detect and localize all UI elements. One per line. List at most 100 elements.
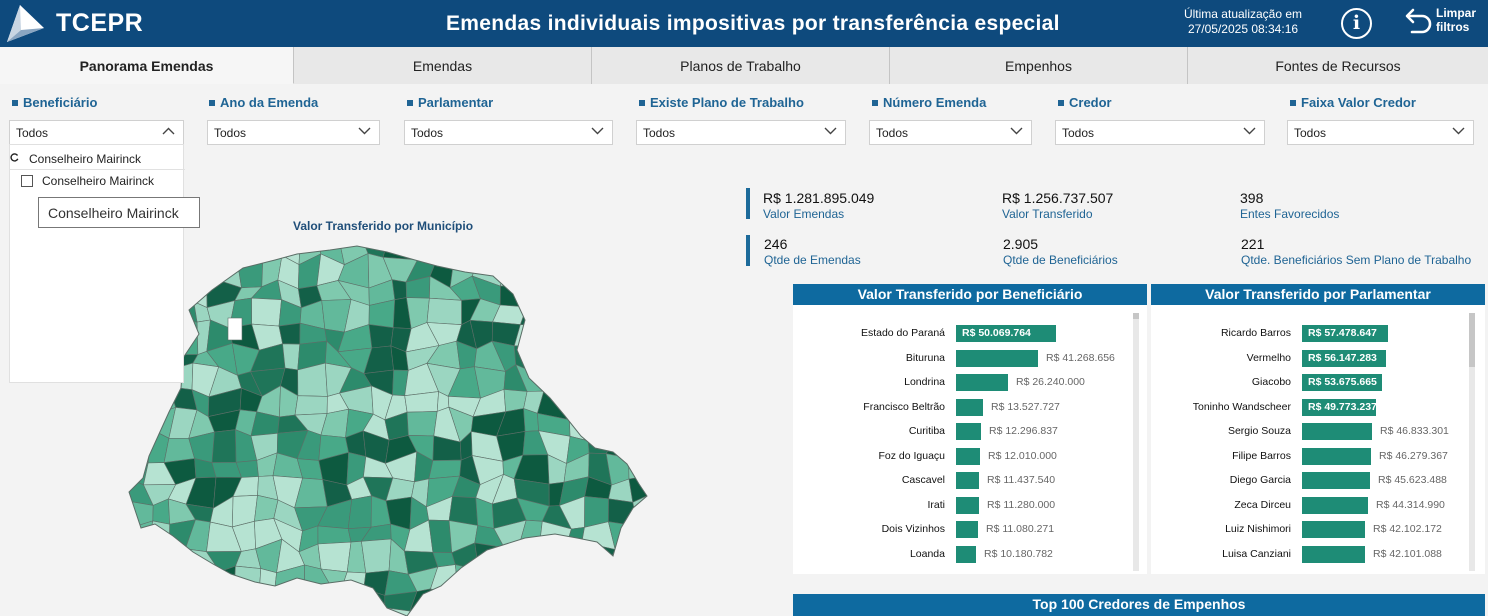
- credor-select[interactable]: Todos: [1055, 120, 1265, 145]
- municipality-shape[interactable]: [624, 540, 649, 574]
- parana-municipality-map[interactable]: [125, 238, 655, 616]
- municipality-shape[interactable]: [457, 583, 476, 614]
- municipality-shape[interactable]: [625, 606, 652, 616]
- municipality-shape[interactable]: [167, 548, 190, 573]
- municipality-shape[interactable]: [630, 253, 655, 288]
- municipality-shape[interactable]: [587, 261, 609, 288]
- scrollbar-beneficiario[interactable]: [1133, 313, 1139, 571]
- municipality-shape[interactable]: [317, 583, 353, 614]
- municipality-shape[interactable]: [125, 608, 150, 616]
- municipality-shape[interactable]: [628, 344, 654, 366]
- municipality-shape[interactable]: [603, 346, 632, 374]
- municipality-shape[interactable]: [317, 610, 353, 616]
- municipality-shape[interactable]: [190, 254, 213, 279]
- plano-trabalho-select[interactable]: Todos: [636, 120, 846, 145]
- scrollbar-parlamentar[interactable]: [1469, 313, 1475, 571]
- municipality-shape[interactable]: [237, 253, 264, 289]
- scrollbar-thumb-parlamentar[interactable]: [1469, 313, 1475, 367]
- municipality-shape[interactable]: [498, 604, 528, 616]
- municipality-shape[interactable]: [411, 238, 437, 263]
- municipality-shape[interactable]: [349, 611, 372, 616]
- municipality-shape[interactable]: [557, 279, 590, 311]
- municipality-shape[interactable]: [580, 279, 606, 311]
- municipality-shape[interactable]: [624, 589, 655, 609]
- municipality-shape[interactable]: [171, 605, 191, 616]
- municipality-shape[interactable]: [391, 279, 407, 301]
- municipality-shape[interactable]: [186, 238, 218, 266]
- municipality-shape[interactable]: [236, 238, 264, 264]
- municipality-shape[interactable]: [636, 518, 655, 553]
- municipality-shape[interactable]: [500, 253, 527, 287]
- dropdown-search-row[interactable]: Conselheiro Mairinck: [10, 148, 185, 170]
- municipality-shape[interactable]: [364, 607, 390, 616]
- municipality-shape[interactable]: [454, 238, 479, 260]
- municipality-shape[interactable]: [149, 586, 176, 610]
- checkbox[interactable]: [21, 175, 33, 187]
- municipality-shape[interactable]: [251, 297, 282, 327]
- municipality-shape[interactable]: [294, 395, 328, 416]
- municipality-shape[interactable]: [185, 564, 221, 595]
- municipality-shape[interactable]: [429, 588, 460, 614]
- municipality-shape[interactable]: [544, 238, 571, 263]
- municipality-shape[interactable]: [523, 280, 551, 308]
- municipality-shape[interactable]: [473, 583, 500, 611]
- municipality-shape[interactable]: [585, 413, 616, 442]
- tab-fontes-de-recursos[interactable]: Fontes de Recursos: [1188, 47, 1488, 84]
- municipality-shape[interactable]: [426, 297, 462, 326]
- municipality-shape[interactable]: [587, 240, 609, 264]
- municipality-shape[interactable]: [183, 591, 213, 616]
- municipality-shape[interactable]: [605, 242, 636, 264]
- municipality-shape[interactable]: [569, 261, 590, 281]
- dropdown-option-conselheiro-mairinck[interactable]: Conselheiro Mairinck: [10, 171, 185, 193]
- municipality-shape[interactable]: [342, 584, 373, 614]
- municipality-shape[interactable]: [473, 564, 498, 597]
- municipality-shape[interactable]: [557, 301, 589, 333]
- municipality-shape[interactable]: [274, 586, 306, 614]
- municipality-shape[interactable]: [211, 238, 238, 264]
- municipality-shape[interactable]: [229, 605, 253, 616]
- municipality-shape[interactable]: [580, 299, 612, 333]
- municipality-shape[interactable]: [605, 587, 636, 616]
- municipality-shape[interactable]: [582, 584, 611, 616]
- municipality-shape[interactable]: [630, 323, 655, 347]
- municipality-shape[interactable]: [211, 429, 237, 463]
- municipality-shape[interactable]: [604, 277, 638, 310]
- municipality-shape[interactable]: [636, 300, 655, 331]
- tab-planos-de-trabalho[interactable]: Planos de Trabalho: [592, 47, 890, 84]
- municipality-shape[interactable]: [632, 495, 655, 527]
- municipality-shape[interactable]: [605, 607, 636, 616]
- municipality-shape[interactable]: [282, 343, 301, 371]
- municipality-shape[interactable]: [368, 324, 394, 349]
- municipality-shape[interactable]: [229, 583, 261, 609]
- municipality-shape[interactable]: [299, 610, 322, 616]
- municipality-shape[interactable]: [562, 560, 588, 586]
- ano-emenda-select[interactable]: Todos: [207, 120, 380, 145]
- municipality-shape[interactable]: [628, 432, 655, 460]
- municipality-shape[interactable]: [382, 239, 418, 261]
- municipality-shape[interactable]: [527, 590, 547, 616]
- municipality-shape[interactable]: [143, 563, 169, 591]
- municipality-shape[interactable]: [277, 611, 304, 616]
- municipality-shape[interactable]: [610, 363, 635, 395]
- municipality-shape[interactable]: [524, 563, 550, 596]
- municipality-shape[interactable]: [495, 564, 529, 596]
- municipality-shape[interactable]: [541, 280, 572, 308]
- municipality-shape[interactable]: [428, 519, 453, 554]
- municipality-shape[interactable]: [470, 608, 503, 616]
- municipality-shape[interactable]: [538, 584, 568, 616]
- municipality-shape[interactable]: [539, 301, 571, 328]
- municipality-shape[interactable]: [127, 385, 149, 419]
- municipality-shape[interactable]: [251, 605, 284, 616]
- municipality-shape[interactable]: [474, 542, 505, 571]
- info-button[interactable]: i: [1341, 8, 1372, 39]
- municipality-shape[interactable]: [604, 392, 635, 422]
- municipality-shape[interactable]: [495, 590, 529, 609]
- municipality-shape[interactable]: [568, 240, 589, 263]
- municipality-shape[interactable]: [252, 583, 284, 613]
- municipality-shape[interactable]: [262, 238, 283, 256]
- municipality-shape[interactable]: [562, 541, 588, 574]
- municipality-shape[interactable]: [129, 417, 152, 438]
- beneficiario-select[interactable]: Todos: [9, 120, 184, 145]
- municipality-shape[interactable]: [563, 584, 585, 616]
- municipality-shape[interactable]: [162, 589, 186, 614]
